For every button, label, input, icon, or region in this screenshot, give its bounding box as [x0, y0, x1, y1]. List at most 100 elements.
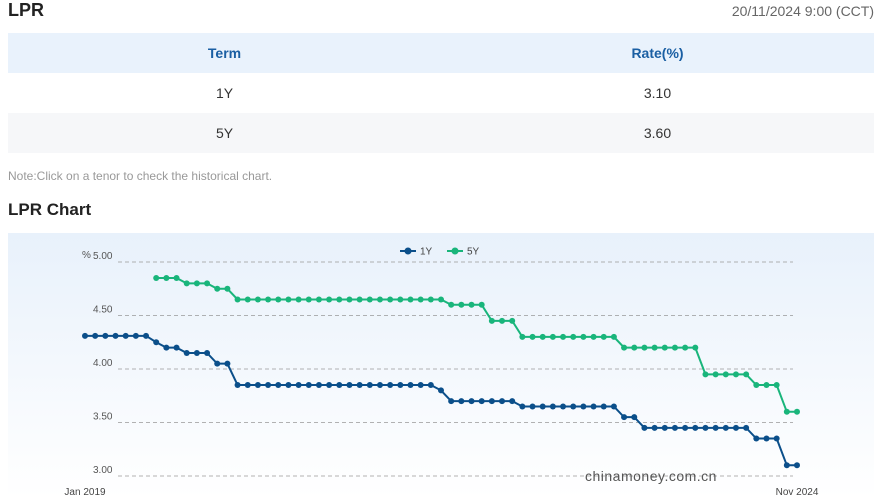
data-point — [682, 424, 689, 431]
data-point — [478, 301, 485, 308]
data-point — [529, 333, 536, 340]
data-point — [621, 414, 628, 421]
y-tick-label: 3.50 — [93, 412, 113, 423]
tenor-row[interactable]: 1Y 3.10 — [8, 73, 874, 113]
data-point — [153, 339, 160, 346]
data-point — [275, 296, 282, 303]
data-point — [427, 382, 434, 389]
data-point — [387, 382, 394, 389]
data-point — [112, 332, 119, 339]
data-point — [499, 398, 506, 405]
data-point — [661, 344, 668, 351]
data-point — [295, 296, 302, 303]
column-header: Rate(%) — [441, 33, 874, 73]
data-point — [722, 424, 729, 431]
column-header: Term — [8, 33, 441, 73]
data-point — [549, 333, 556, 340]
data-point — [560, 333, 567, 340]
data-point — [783, 462, 790, 469]
chart: % 3.00 3.50 4.00 4.50 5.00 Jan 2019 Nov 2024 chi… — [8, 233, 874, 498]
data-point — [346, 382, 353, 389]
data-point — [570, 333, 577, 340]
data-point — [743, 371, 750, 378]
data-point — [651, 344, 658, 351]
data-point — [753, 382, 760, 389]
data-point — [387, 296, 394, 303]
data-point — [315, 382, 322, 389]
data-point — [265, 296, 272, 303]
data-point — [794, 408, 800, 415]
data-point — [326, 296, 333, 303]
data-point — [692, 424, 699, 431]
data-point — [397, 296, 404, 303]
data-point — [234, 382, 241, 389]
data-point — [580, 403, 587, 410]
data-point — [712, 371, 719, 378]
data-point — [356, 382, 363, 389]
data-point — [254, 382, 261, 389]
data-point — [671, 344, 678, 351]
timestamp: 20/11/2024 9:00 (CCT) — [731, 3, 874, 19]
data-point — [488, 398, 495, 405]
data-point — [702, 424, 709, 431]
data-point — [417, 296, 424, 303]
legend-marker — [404, 247, 412, 255]
data-point — [346, 296, 353, 303]
data-point — [448, 398, 455, 405]
data-point — [173, 344, 180, 351]
data-point — [610, 403, 617, 410]
data-point — [458, 398, 465, 405]
data-point — [519, 333, 526, 340]
data-point — [621, 344, 628, 351]
data-point — [193, 349, 200, 356]
watermark: chinamoney.com.cn — [585, 468, 717, 484]
data-point — [224, 360, 231, 367]
data-point — [193, 280, 200, 287]
data-point — [570, 403, 577, 410]
y-tick-label: 3.00 — [93, 465, 113, 476]
legend-marker — [451, 247, 459, 255]
data-point — [468, 301, 475, 308]
data-point — [254, 296, 261, 303]
data-point — [234, 296, 241, 303]
chart-heading: LPR Chart — [8, 200, 92, 219]
series-line — [156, 277, 797, 413]
data-point — [560, 403, 567, 410]
data-point — [285, 382, 292, 389]
data-point — [661, 424, 668, 431]
data-point — [305, 382, 312, 389]
data-point — [397, 382, 404, 389]
page-title: LPR — [8, 0, 44, 20]
data-point — [295, 382, 302, 389]
data-point — [458, 301, 465, 308]
y-tick-label: 4.50 — [93, 305, 113, 316]
data-point — [336, 382, 343, 389]
data-point — [143, 332, 150, 339]
data-point — [366, 382, 373, 389]
data-point — [732, 371, 739, 378]
data-point — [773, 382, 780, 389]
data-point — [783, 408, 790, 415]
data-point — [265, 382, 272, 389]
data-point — [539, 333, 546, 340]
data-point — [682, 344, 689, 351]
data-point — [224, 285, 231, 292]
data-point — [204, 349, 211, 356]
data-point — [651, 424, 658, 431]
data-point — [122, 332, 129, 339]
data-point — [732, 424, 739, 431]
x-tick-label: Jan 2019 — [64, 487, 106, 498]
term-cell[interactable]: 5Y — [8, 113, 441, 153]
data-point — [275, 382, 282, 389]
y-axis-label: % — [82, 250, 91, 261]
data-point — [102, 332, 109, 339]
data-point — [580, 333, 587, 340]
data-point — [590, 403, 597, 410]
tenor-row[interactable]: 5Y 3.60 — [8, 113, 874, 153]
data-point — [366, 296, 373, 303]
data-point — [376, 296, 383, 303]
data-point — [92, 332, 99, 339]
term-cell[interactable]: 1Y — [8, 73, 441, 113]
data-point — [590, 333, 597, 340]
